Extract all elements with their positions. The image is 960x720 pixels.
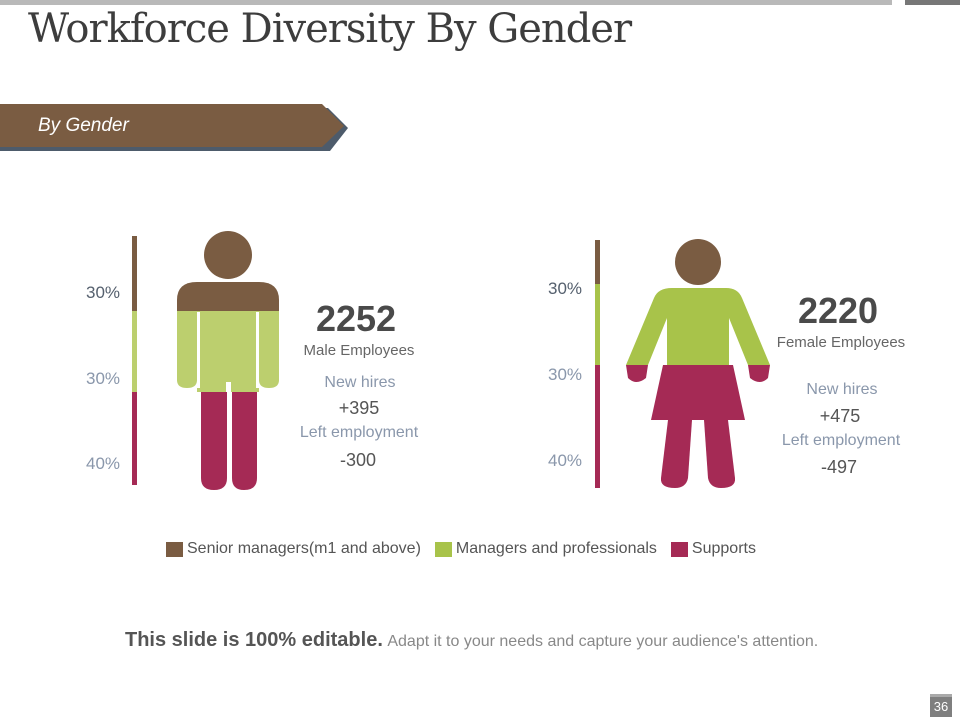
female-count: 2220 bbox=[797, 290, 879, 331]
footer-note: This slide is 100% editable. Adapt it to… bbox=[125, 629, 818, 652]
male-senior-pct: 30% bbox=[86, 283, 121, 302]
section-banner-label: By Gender bbox=[38, 115, 129, 136]
legend-item-senior: Senior managers(m1 and above) bbox=[166, 540, 421, 558]
legend-item-supports: Supports bbox=[670, 540, 756, 558]
legend-label: Senior managers(m1 and above) bbox=[187, 540, 421, 557]
legend-swatch bbox=[434, 541, 452, 557]
female-new-hires-label: New hires bbox=[806, 381, 878, 398]
female-senior-pct: 30% bbox=[548, 279, 583, 298]
footer-rest: Adapt it to your needs and capture your … bbox=[387, 633, 819, 650]
female-managers-pct: 30% bbox=[548, 365, 583, 384]
legend-label: Supports bbox=[691, 540, 756, 557]
top-bar bbox=[0, 0, 892, 5]
female-percent-bar bbox=[595, 240, 600, 488]
male-new-hires-value: +395 bbox=[338, 398, 380, 418]
female-left-value: -497 bbox=[820, 457, 858, 477]
female-figure-icon bbox=[626, 239, 770, 488]
page-number: 36 bbox=[930, 694, 952, 717]
legend: Senior managers(m1 and above) Managers a… bbox=[166, 540, 770, 558]
footer-bold: This slide is 100% editable. bbox=[125, 629, 383, 651]
legend-swatch bbox=[670, 541, 688, 557]
female-label: Female Employees bbox=[776, 334, 906, 351]
male-new-hires-label: New hires bbox=[324, 374, 396, 391]
legend-swatch bbox=[166, 541, 183, 557]
male-left-label: Left employment bbox=[299, 424, 419, 441]
page-title: Workforce Diversity By Gender bbox=[28, 6, 632, 52]
male-left-value: -300 bbox=[339, 450, 377, 470]
female-supports-pct: 40% bbox=[548, 451, 583, 470]
male-percent-bar bbox=[132, 236, 137, 485]
female-new-hires-value: +475 bbox=[819, 406, 861, 426]
male-managers-pct: 30% bbox=[86, 369, 121, 388]
legend-item-managers: Managers and professionals bbox=[434, 540, 657, 558]
female-left-label: Left employment bbox=[781, 432, 901, 449]
top-bar-accent bbox=[905, 0, 960, 5]
male-figure-icon bbox=[177, 231, 279, 490]
section-banner bbox=[0, 104, 348, 151]
legend-label: Managers and professionals bbox=[455, 540, 657, 557]
male-label: Male Employees bbox=[303, 342, 415, 359]
male-supports-pct: 40% bbox=[86, 454, 121, 473]
male-count: 2252 bbox=[315, 298, 397, 339]
